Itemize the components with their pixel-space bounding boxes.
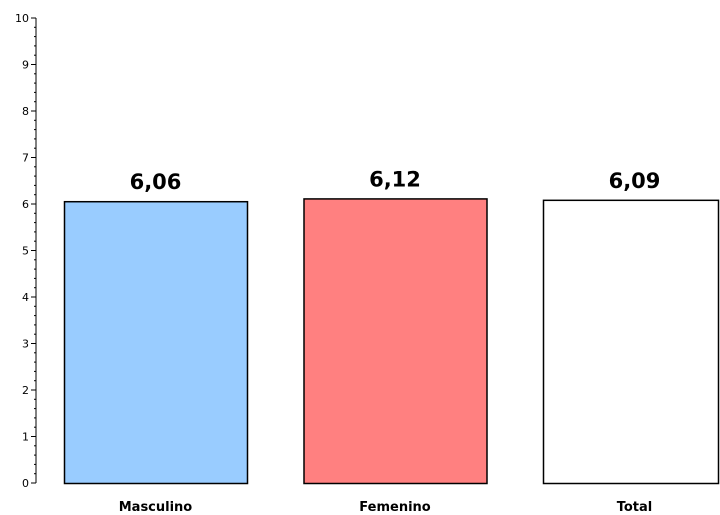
bar-masculino (63, 200, 249, 485)
y-tick-label: 4 (22, 291, 29, 304)
y-tick-label: 6 (22, 198, 29, 211)
y-tick-label: 0 (22, 477, 29, 490)
data-labels: 6,06 6,12 6,09 (130, 167, 661, 194)
x-tick-label-masculino: Masculino (119, 500, 193, 515)
y-tick-label: 3 (22, 338, 29, 351)
y-tick-label: 7 (22, 152, 29, 165)
y-tick-label: 9 (22, 59, 29, 72)
data-label-femenino: 6,12 (369, 167, 421, 191)
y-tick-label: 1 (22, 431, 29, 444)
x-tick-label-total: Total (617, 500, 653, 515)
y-axis: 0 1 2 3 4 5 6 7 8 9 10 (15, 12, 37, 490)
y-tick-label: 10 (15, 12, 29, 25)
y-tick-label: 5 (22, 245, 29, 258)
bar-femenino (303, 198, 488, 485)
y-tick-label: 8 (22, 105, 29, 118)
y-tick-label: 2 (22, 384, 29, 397)
bar-total (542, 199, 720, 485)
data-label-total: 6,09 (609, 169, 661, 193)
bars (63, 198, 720, 485)
data-label-masculino: 6,06 (130, 170, 182, 194)
x-axis-labels: Masculino Femenino Total (119, 500, 653, 515)
x-tick-label-femenino: Femenino (359, 500, 430, 515)
